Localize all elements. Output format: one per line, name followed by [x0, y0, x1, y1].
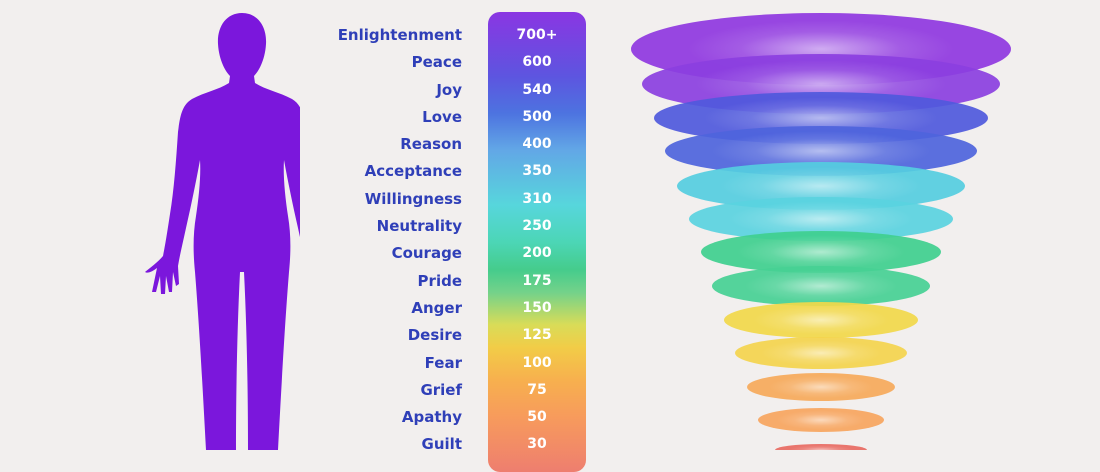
level-label-willingness: Willingness	[364, 189, 462, 208]
level-label-guilt: Guilt	[421, 435, 462, 454]
level-value-desire: 125	[522, 327, 552, 344]
level-label-desire: Desire	[407, 326, 462, 345]
level-label-pride: Pride	[417, 271, 462, 290]
level-label-courage: Courage	[391, 244, 462, 263]
level-value-guilt: 30	[527, 436, 547, 453]
funnel-disc-glow-10	[760, 340, 882, 366]
level-label-apathy: Apathy	[401, 408, 462, 427]
level-value-fear: 100	[522, 354, 552, 371]
funnel-disc-glow-11	[769, 375, 873, 399]
level-label-neutrality: Neutrality	[376, 217, 462, 236]
level-label-anger: Anger	[411, 298, 462, 317]
level-label-acceptance: Acceptance	[364, 162, 462, 181]
level-value-peace: 600	[522, 54, 552, 71]
funnel-disc-glow-8	[744, 270, 898, 302]
level-value-acceptance: 350	[522, 163, 552, 180]
level-value-apathy: 50	[527, 409, 547, 426]
level-value-love: 500	[522, 108, 552, 125]
funnel-disc-glow-4	[711, 131, 931, 171]
level-label-love: Love	[422, 107, 462, 126]
level-value-enlightenment: 700+	[516, 27, 558, 43]
level-label-joy: Joy	[436, 80, 462, 99]
energy-funnel	[631, 13, 1011, 450]
level-value-anger: 150	[522, 299, 552, 316]
funnel-disc-glow-6	[728, 201, 914, 237]
level-label-peace: Peace	[411, 53, 462, 72]
level-value-reason: 400	[522, 136, 552, 153]
funnel-disc-glow-13	[788, 445, 854, 450]
level-value-courage: 200	[522, 245, 552, 262]
level-label-grief: Grief	[420, 380, 462, 399]
funnel-disc-glow-9	[753, 305, 889, 335]
level-value-pride: 175	[522, 272, 552, 289]
level-labels-column: Enlightenment Peace Joy Love Reason Acce…	[300, 22, 462, 459]
human-figure-icon	[145, 13, 300, 450]
consciousness-scale-bar	[488, 12, 586, 472]
level-label-reason: Reason	[400, 135, 462, 154]
level-value-neutrality: 250	[522, 218, 552, 235]
funnel-disc-glow-7	[737, 235, 905, 269]
level-value-grief: 75	[527, 381, 547, 398]
level-label-fear: Fear	[424, 353, 462, 372]
human-silhouette	[145, 13, 300, 450]
level-values-column: 700+ 600 540 500 400 350 310 250 200 175…	[488, 22, 586, 459]
funnel-disc-glow-5	[720, 166, 922, 206]
level-value-joy: 540	[522, 81, 552, 98]
funnel-disc-glow-12	[776, 410, 866, 430]
level-label-enlightenment: Enlightenment	[337, 26, 462, 44]
level-value-willingness: 310	[522, 190, 552, 207]
